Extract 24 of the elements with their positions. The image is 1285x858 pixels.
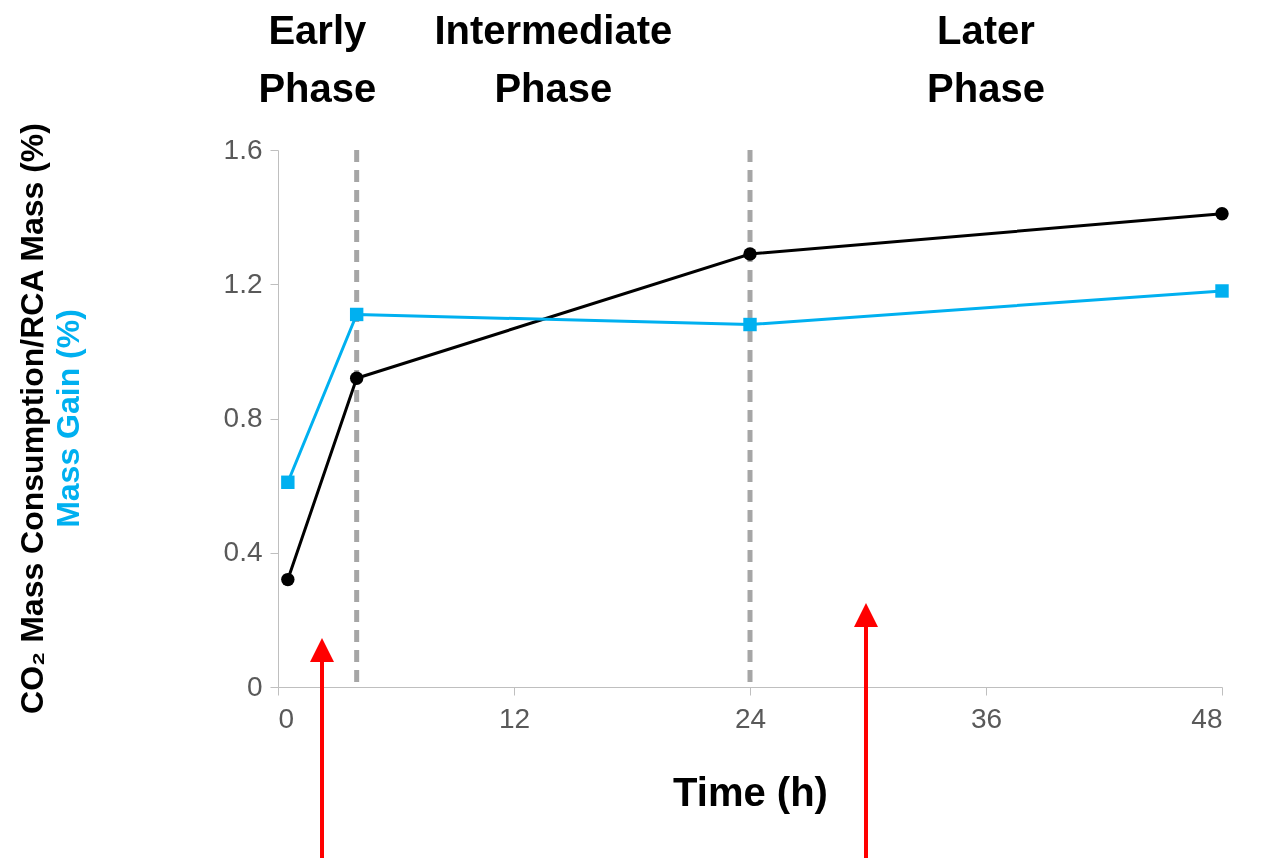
text: CO₂ Mass Consumption/RCA Mass (%) — [14, 123, 50, 714]
point — [281, 572, 295, 587]
point — [743, 317, 757, 332]
point — [349, 307, 364, 322]
y-tick-label: 0 — [246, 670, 263, 702]
text: Mass Gain (%) — [50, 309, 86, 528]
x-tick-label: 12 — [498, 702, 531, 734]
point — [349, 371, 364, 385]
point — [281, 475, 295, 489]
y-tick-label: 1.6 — [223, 133, 263, 165]
x-axis-title: Time (h) — [673, 769, 828, 814]
text: Later Phase — [927, 8, 1045, 110]
text: Early Phase — [258, 8, 377, 110]
text: Intermediate Phase — [434, 8, 673, 110]
point — [1215, 207, 1229, 221]
x-tick-label: 36 — [970, 702, 1003, 734]
x-tick-label: 0 — [278, 702, 295, 734]
y-tick-label: 1.2 — [223, 267, 263, 299]
x-tick-label: 24 — [734, 702, 767, 734]
y-tick-label: 0.8 — [223, 402, 263, 433]
x-tick-label: 48 — [1191, 702, 1223, 734]
point — [743, 247, 757, 261]
y-tick-label: 0.4 — [223, 536, 263, 568]
point — [1215, 284, 1229, 298]
